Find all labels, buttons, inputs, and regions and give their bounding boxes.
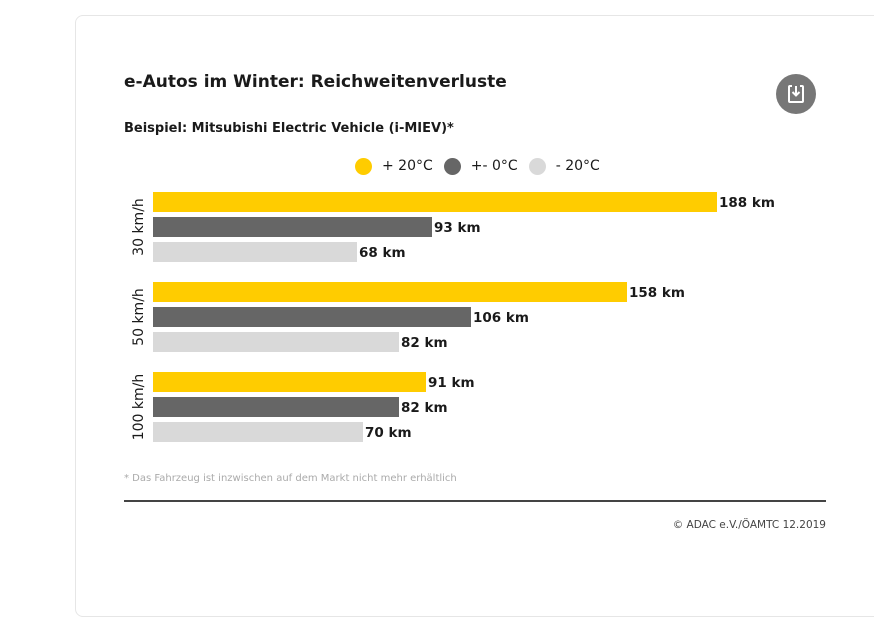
download-icon [788,85,804,103]
bar-100-km-h-0[interactable] [153,372,426,392]
bar-30-km-h-1[interactable] [153,217,432,237]
bar-chart: 30 km/h 188 km 93 km 68 km 50 km/h 158 km 106 … [131,192,775,442]
legend-swatch-minus20 [528,157,546,175]
legend-label-minus20: - 20°C [555,158,600,174]
footnote: * Das Fahrzeug ist inzwischen auf dem Ma… [124,473,457,484]
bar-value-label-30-km-h-1: 93 km [434,220,481,236]
bar-30-km-h-2[interactable] [153,242,357,262]
bar-100-km-h-1[interactable] [153,397,399,417]
legend-item-zero[interactable]: +- 0°C [443,157,518,175]
bar-30-km-h-0[interactable] [153,192,717,212]
category-label-50-km-h: 50 km/h [131,288,147,346]
legend-label-plus20: + 20°C [382,158,433,174]
bar-value-label-100-km-h-2: 70 km [365,425,412,441]
footer-divider [124,500,826,502]
bar-value-label-50-km-h-1: 106 km [473,310,529,326]
bar-value-label-50-km-h-0: 158 km [629,285,685,301]
bar-50-km-h-1[interactable] [153,307,471,327]
legend-swatch-zero [443,157,461,175]
category-label-30-km-h: 30 km/h [131,198,147,256]
copyright: © ADAC e.V./ÖAMTC 12.2019 [672,519,826,531]
bar-100-km-h-2[interactable] [153,422,363,442]
bar-value-label-100-km-h-0: 91 km [428,375,475,391]
bar-50-km-h-2[interactable] [153,332,399,352]
legend-label-zero: +- 0°C [470,158,518,174]
bar-value-label-30-km-h-0: 188 km [719,195,775,211]
chart-title: e-Autos im Winter: Reichweitenverluste [124,72,507,92]
category-label-100-km-h: 100 km/h [131,374,147,441]
bar-value-label-100-km-h-1: 82 km [401,400,448,416]
bar-value-label-30-km-h-2: 68 km [359,245,406,261]
legend-item-plus20[interactable]: + 20°C [355,157,433,175]
legend-item-minus20[interactable]: - 20°C [528,157,600,175]
legend-swatch-plus20 [355,157,372,175]
chart-subtitle: Beispiel: Mitsubishi Electric Vehicle (i… [124,121,454,136]
chart-legend: + 20°C +- 0°C - 20°C [355,156,611,176]
bar-value-label-50-km-h-2: 82 km [401,335,448,351]
bar-50-km-h-0[interactable] [153,282,627,302]
download-button[interactable] [776,74,816,114]
